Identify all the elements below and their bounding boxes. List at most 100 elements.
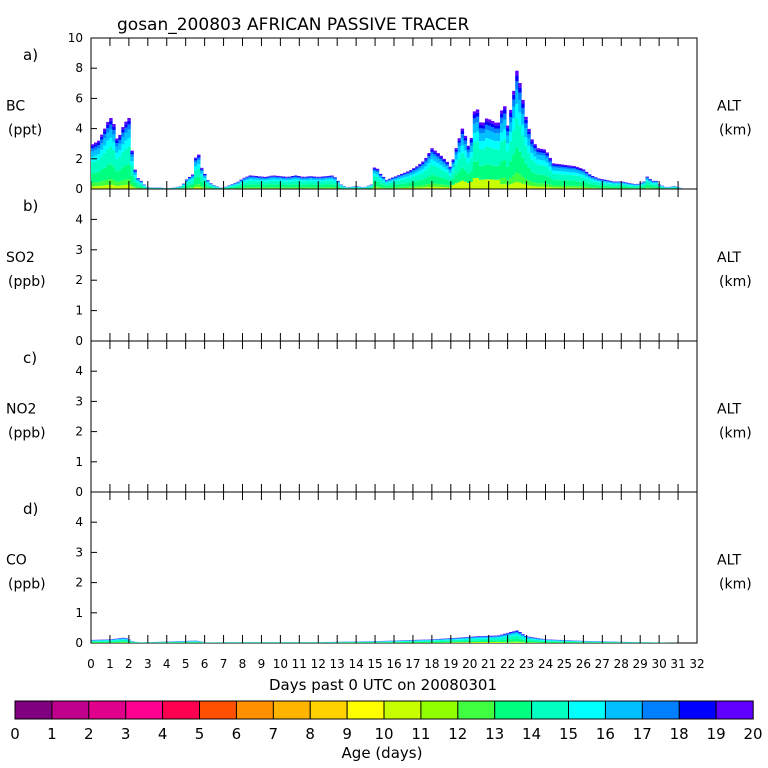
age-bar <box>409 641 413 642</box>
age-bar <box>509 184 513 189</box>
age-bar <box>100 149 104 157</box>
age-bar <box>497 638 501 641</box>
age-bar <box>106 127 110 133</box>
age-bar <box>521 157 525 177</box>
age-bar <box>306 181 310 185</box>
age-bar <box>621 187 625 189</box>
age-bar <box>460 185 465 189</box>
age-bar <box>512 641 516 643</box>
age-bar <box>542 186 546 189</box>
age-bar <box>554 164 559 166</box>
y-tick-label: 1 <box>75 455 83 469</box>
age-bar <box>427 186 431 189</box>
age-bar <box>500 641 504 643</box>
age-bar <box>536 639 540 641</box>
age-bar <box>475 640 480 643</box>
age-bar <box>478 133 483 142</box>
age-bar <box>294 175 298 176</box>
age-bar <box>333 181 337 185</box>
colorbar-swatch <box>494 700 533 720</box>
age-bar <box>509 636 513 640</box>
age-bar <box>497 640 501 642</box>
age-bar <box>530 153 534 160</box>
age-bar <box>406 172 410 174</box>
age-bar <box>233 185 237 187</box>
age-bar <box>524 116 528 120</box>
age-bar <box>315 181 319 185</box>
age-bar <box>115 639 119 640</box>
age-bar <box>412 171 416 174</box>
x-tick-label: 26 <box>576 657 591 671</box>
age-bar <box>515 181 519 189</box>
age-bar <box>627 184 631 186</box>
age-bar <box>130 156 134 162</box>
age-bar <box>309 179 313 182</box>
age-bar <box>539 183 543 187</box>
age-bar <box>342 187 346 189</box>
age-bar <box>478 149 483 166</box>
panel-d-data <box>91 630 680 643</box>
age-bar <box>266 187 271 189</box>
age-bar <box>257 176 262 177</box>
age-bar <box>551 641 555 642</box>
age-bar <box>581 171 586 173</box>
age-bar <box>545 162 549 168</box>
age-bar <box>197 157 201 161</box>
age-bar <box>503 109 507 114</box>
age-bar <box>490 636 495 637</box>
age-bar <box>100 169 104 182</box>
age-bar <box>330 175 334 177</box>
age-bar <box>463 137 468 141</box>
age-bar <box>109 179 113 185</box>
age-bar <box>563 642 568 643</box>
age-bar <box>563 171 568 175</box>
age-bar <box>300 177 304 178</box>
altitude-units-label: (km) <box>719 123 752 139</box>
age-bar <box>536 149 540 152</box>
age-bar <box>584 186 589 188</box>
age-bar <box>433 152 437 155</box>
age-bar <box>278 176 283 178</box>
y-tick-label: 4 <box>75 122 83 136</box>
age-bar <box>306 184 310 188</box>
age-bar <box>94 172 98 183</box>
age-bar <box>330 176 334 178</box>
age-bar <box>369 187 374 189</box>
colorbar-swatch <box>568 700 607 720</box>
age-bar <box>121 638 125 640</box>
age-bar <box>290 184 295 188</box>
age-bar <box>533 146 537 149</box>
colorbar-swatch <box>604 700 644 720</box>
age-bar <box>106 640 110 642</box>
age-bar <box>106 132 110 141</box>
x-tick-label: 30 <box>651 657 666 671</box>
age-bar <box>284 177 289 178</box>
age-bar <box>312 181 316 185</box>
age-bar <box>436 183 440 187</box>
age-bar <box>478 640 483 643</box>
age-bar <box>569 180 574 186</box>
age-bar <box>248 187 252 189</box>
age-bar <box>575 167 580 169</box>
age-bar <box>260 180 265 182</box>
y-tick-label: 0 <box>75 182 83 196</box>
age-bar <box>463 638 468 639</box>
age-bar <box>609 183 613 185</box>
age-bar <box>575 166 580 168</box>
age-bar <box>557 187 562 189</box>
age-bar <box>330 180 334 185</box>
age-bar <box>348 187 352 189</box>
age-bar <box>381 177 386 178</box>
age-bar <box>497 636 501 637</box>
age-bar <box>184 183 189 186</box>
age-bar <box>633 186 637 188</box>
age-bar <box>509 132 513 142</box>
age-bar <box>436 153 440 155</box>
age-bar <box>566 171 571 175</box>
age-bar <box>306 179 310 182</box>
age-bar <box>381 187 386 189</box>
age-bar <box>493 149 498 166</box>
age-bar <box>469 642 474 643</box>
age-bar <box>424 170 428 179</box>
age-bar <box>121 129 125 133</box>
